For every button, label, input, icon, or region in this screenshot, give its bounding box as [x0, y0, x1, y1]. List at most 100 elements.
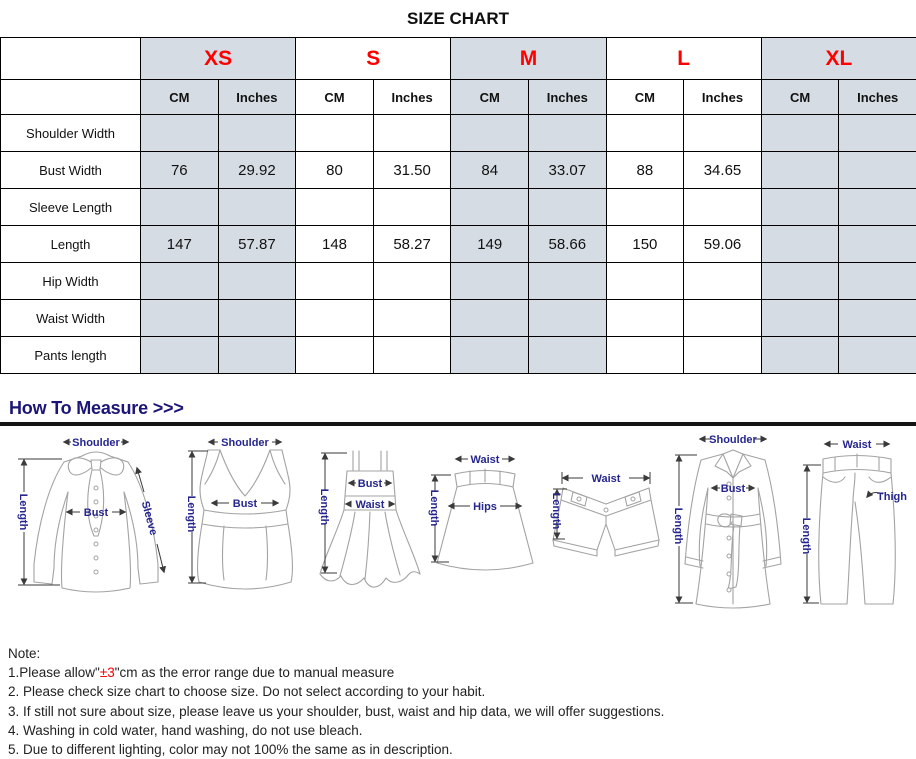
value-cell [218, 189, 296, 226]
value-cell: 148 [296, 226, 374, 263]
shoulder-label: Shoulder [72, 437, 120, 449]
length-label: Length [185, 496, 197, 533]
garment-outline [320, 451, 420, 587]
row-label: Length [1, 226, 141, 263]
value-cell [839, 263, 916, 300]
sleeve-label: Sleeve [139, 500, 160, 537]
measure-arrows [675, 439, 766, 603]
note-line-2: 2. Please check size chart to choose siz… [8, 682, 916, 701]
table-row: Bust Width 76 29.92 80 31.50 84 33.07 88… [1, 152, 916, 189]
table-row: Shoulder Width [1, 115, 916, 152]
value-cell [529, 300, 607, 337]
hips-label: Hips [473, 501, 497, 513]
garment-outline [685, 450, 781, 608]
value-cell [296, 300, 374, 337]
value-cell [296, 115, 374, 152]
length-label: Length [17, 494, 29, 531]
value-cell: 80 [296, 152, 374, 189]
value-cell [218, 115, 296, 152]
value-cell [606, 300, 684, 337]
unit-cell: Inches [839, 80, 916, 115]
bust-label: Bust [233, 498, 258, 510]
value-cell [373, 189, 451, 226]
value-cell [684, 115, 762, 152]
value-cell [761, 226, 839, 263]
value-cell [373, 300, 451, 337]
note-1-suffix: "cm as the error range due to manual mea… [115, 665, 394, 680]
note-line-3: 3. If still not sure about size, please … [8, 702, 916, 721]
value-cell [373, 337, 451, 374]
value-cell [839, 226, 916, 263]
unit-cell: CM [296, 80, 374, 115]
value-cell [296, 189, 374, 226]
length-label: Length [550, 493, 562, 530]
value-cell [373, 263, 451, 300]
value-cell [606, 263, 684, 300]
unit-cell: Inches [684, 80, 762, 115]
notes-heading: Note: [8, 644, 916, 663]
table-row: Pants length [1, 337, 916, 374]
value-cell [761, 337, 839, 374]
value-cell: 29.92 [218, 152, 296, 189]
table-row: Sleeve Length [1, 189, 916, 226]
value-cell [141, 337, 219, 374]
skirt-diagram: Waist Hips Length [425, 426, 545, 630]
note-line-1: 1.Please allow"±3"cm as the error range … [8, 663, 916, 682]
waist-label: Waist [356, 499, 385, 511]
value-cell [761, 115, 839, 152]
unit-cell: Inches [218, 80, 296, 115]
shoulder-label: Shoulder [709, 434, 757, 446]
value-cell [373, 115, 451, 152]
waist-label: Waist [592, 473, 621, 485]
table-row: Hip Width [1, 263, 916, 300]
length-label: Length [672, 508, 684, 545]
value-cell [141, 300, 219, 337]
unit-cell: Inches [373, 80, 451, 115]
tank-top-diagram: Shoulder Bust Length [182, 426, 307, 630]
how-to-measure-heading: How To Measure >>> [9, 398, 916, 419]
value-cell [684, 263, 762, 300]
value-cell [451, 189, 529, 226]
value-cell [761, 300, 839, 337]
value-cell [761, 189, 839, 226]
value-cell [684, 189, 762, 226]
garment-outline [553, 488, 659, 556]
notes: Note: 1.Please allow"±3"cm as the error … [0, 634, 916, 759]
note-line-4: 4. Washing in cold water, hand washing, … [8, 721, 916, 740]
value-cell [218, 337, 296, 374]
shoulder-label: Shoulder [221, 437, 269, 449]
value-cell [451, 263, 529, 300]
table-row: Waist Width [1, 300, 916, 337]
value-cell [218, 300, 296, 337]
garment-outline [34, 452, 158, 592]
size-header-xs: XS [141, 38, 296, 80]
value-cell: 147 [141, 226, 219, 263]
coat-diagram: Shoulder Bust Length [667, 426, 797, 630]
garment-outline [819, 454, 895, 604]
size-table: XS S M L XL CM Inches CM Inches CM Inche… [0, 37, 916, 374]
value-cell: 84 [451, 152, 529, 189]
note-1-prefix: 1.Please allow" [8, 665, 100, 680]
value-cell [839, 300, 916, 337]
value-cell [761, 263, 839, 300]
bust-label: Bust [721, 483, 746, 495]
value-cell [296, 263, 374, 300]
row-label: Waist Width [1, 300, 141, 337]
dress-diagram: Bust Waist Length [307, 426, 425, 630]
row-label: Sleeve Length [1, 189, 141, 226]
value-cell [761, 152, 839, 189]
row-label: Shoulder Width [1, 115, 141, 152]
length-label: Length [428, 490, 440, 527]
value-cell [451, 115, 529, 152]
unit-header-row: CM Inches CM Inches CM Inches CM Inches … [1, 80, 916, 115]
value-cell: 149 [451, 226, 529, 263]
thigh-label: Thigh [877, 491, 907, 503]
shorts-diagram: Waist Length [545, 426, 667, 630]
value-cell: 57.87 [218, 226, 296, 263]
corner-cell [1, 80, 141, 115]
value-cell: 59.06 [684, 226, 762, 263]
value-cell [141, 189, 219, 226]
value-cell [529, 189, 607, 226]
value-cell: 58.27 [373, 226, 451, 263]
blouse-diagram: Shoulder Bust Length Sleeve [4, 426, 182, 630]
